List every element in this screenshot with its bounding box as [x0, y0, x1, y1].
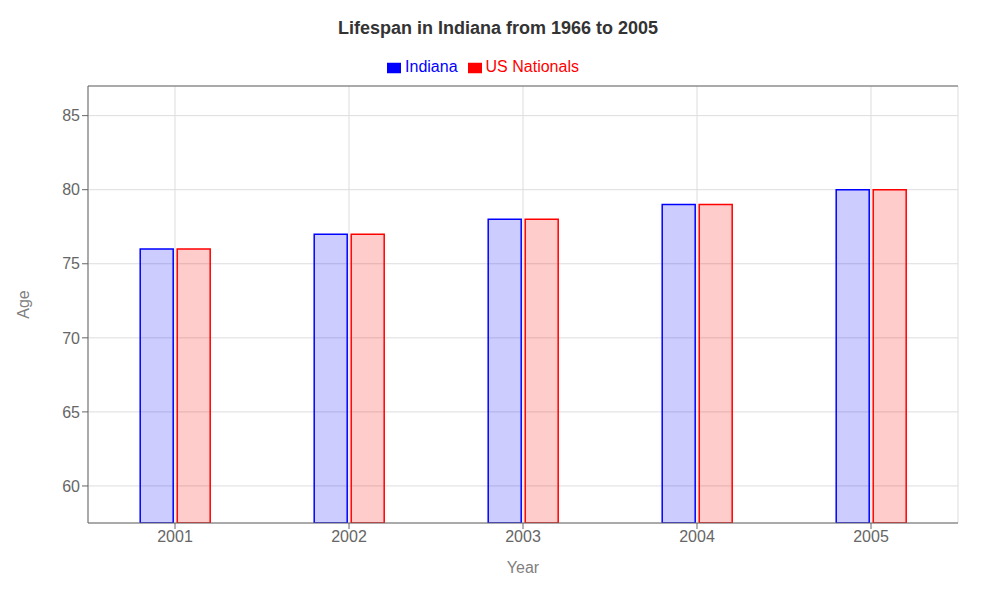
svg-text:75: 75 — [62, 255, 80, 272]
svg-text:65: 65 — [62, 404, 80, 421]
svg-text:Age: Age — [15, 290, 32, 319]
html-text:US Nationals: US Nationals — [485, 58, 579, 75]
svg-text:2003: 2003 — [505, 528, 541, 545]
svg-text:Year: Year — [507, 559, 540, 576]
html-text:Lifespan in Indiana from 1966: Lifespan in Indiana from 1966 to 2005 — [337, 18, 658, 38]
svg-text:2001: 2001 — [157, 528, 193, 545]
svg-text:85: 85 — [62, 107, 80, 124]
svg-text:2002: 2002 — [331, 528, 367, 545]
svg-text:2005: 2005 — [853, 528, 889, 545]
svg-text:2004: 2004 — [679, 528, 715, 545]
svg-text:60: 60 — [62, 478, 80, 495]
html-text:Indiana: Indiana — [405, 58, 458, 75]
svg-text:70: 70 — [62, 330, 80, 347]
svg-text:80: 80 — [62, 181, 80, 198]
